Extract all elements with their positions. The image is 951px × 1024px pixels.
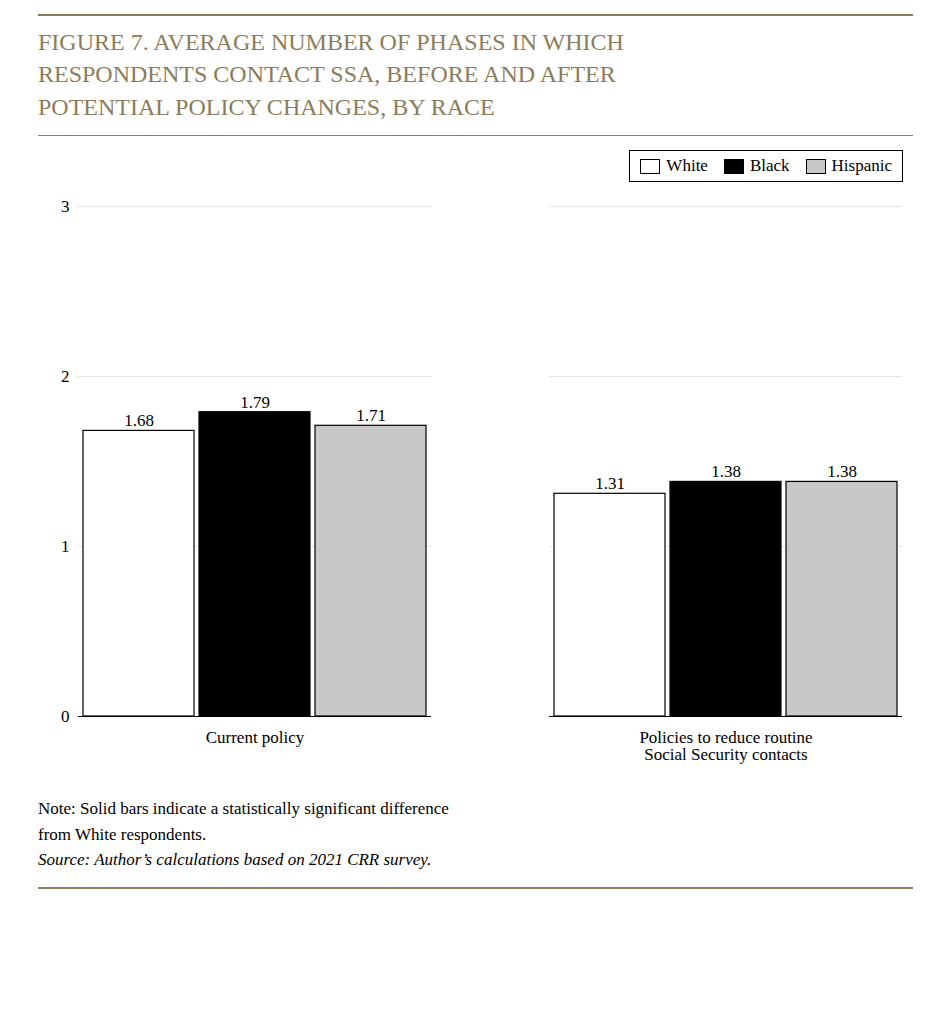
html-text:White: White xyxy=(666,156,708,176)
svg-text:Current policy: Current policy xyxy=(206,728,305,747)
html-text:from White respondents.: from White respondents. xyxy=(38,824,207,844)
html-text:Black: Black xyxy=(749,156,790,176)
svg-text:0: 0 xyxy=(61,707,70,726)
html-text:FIGURE 7. AVERAGE NUMBER OF PH: FIGURE 7. AVERAGE NUMBER OF PHASES IN WH… xyxy=(38,29,624,120)
html-text:Source: Author’s calculations: Source: Author’s calculations based on 2… xyxy=(38,850,432,870)
svg-text:2: 2 xyxy=(61,367,70,386)
html-text:Hispanic: Hispanic xyxy=(831,156,892,176)
svg-text:1: 1 xyxy=(61,537,70,556)
html-text:Note: Solid bars indicate a st: Note: Solid bars indicate a statisticall… xyxy=(38,799,449,819)
svg-text:1.68: 1.68 xyxy=(124,412,154,431)
svg-text:1.38: 1.38 xyxy=(827,463,857,482)
svg-text:Policies to reduce routineSoci: Policies to reduce routineSocial Securit… xyxy=(639,728,812,764)
svg-text:1.38: 1.38 xyxy=(711,463,741,482)
svg-text:1.31: 1.31 xyxy=(595,474,625,493)
svg-text:3: 3 xyxy=(61,197,70,216)
svg-text:1.71: 1.71 xyxy=(356,406,386,425)
svg-text:1.79: 1.79 xyxy=(240,393,270,412)
